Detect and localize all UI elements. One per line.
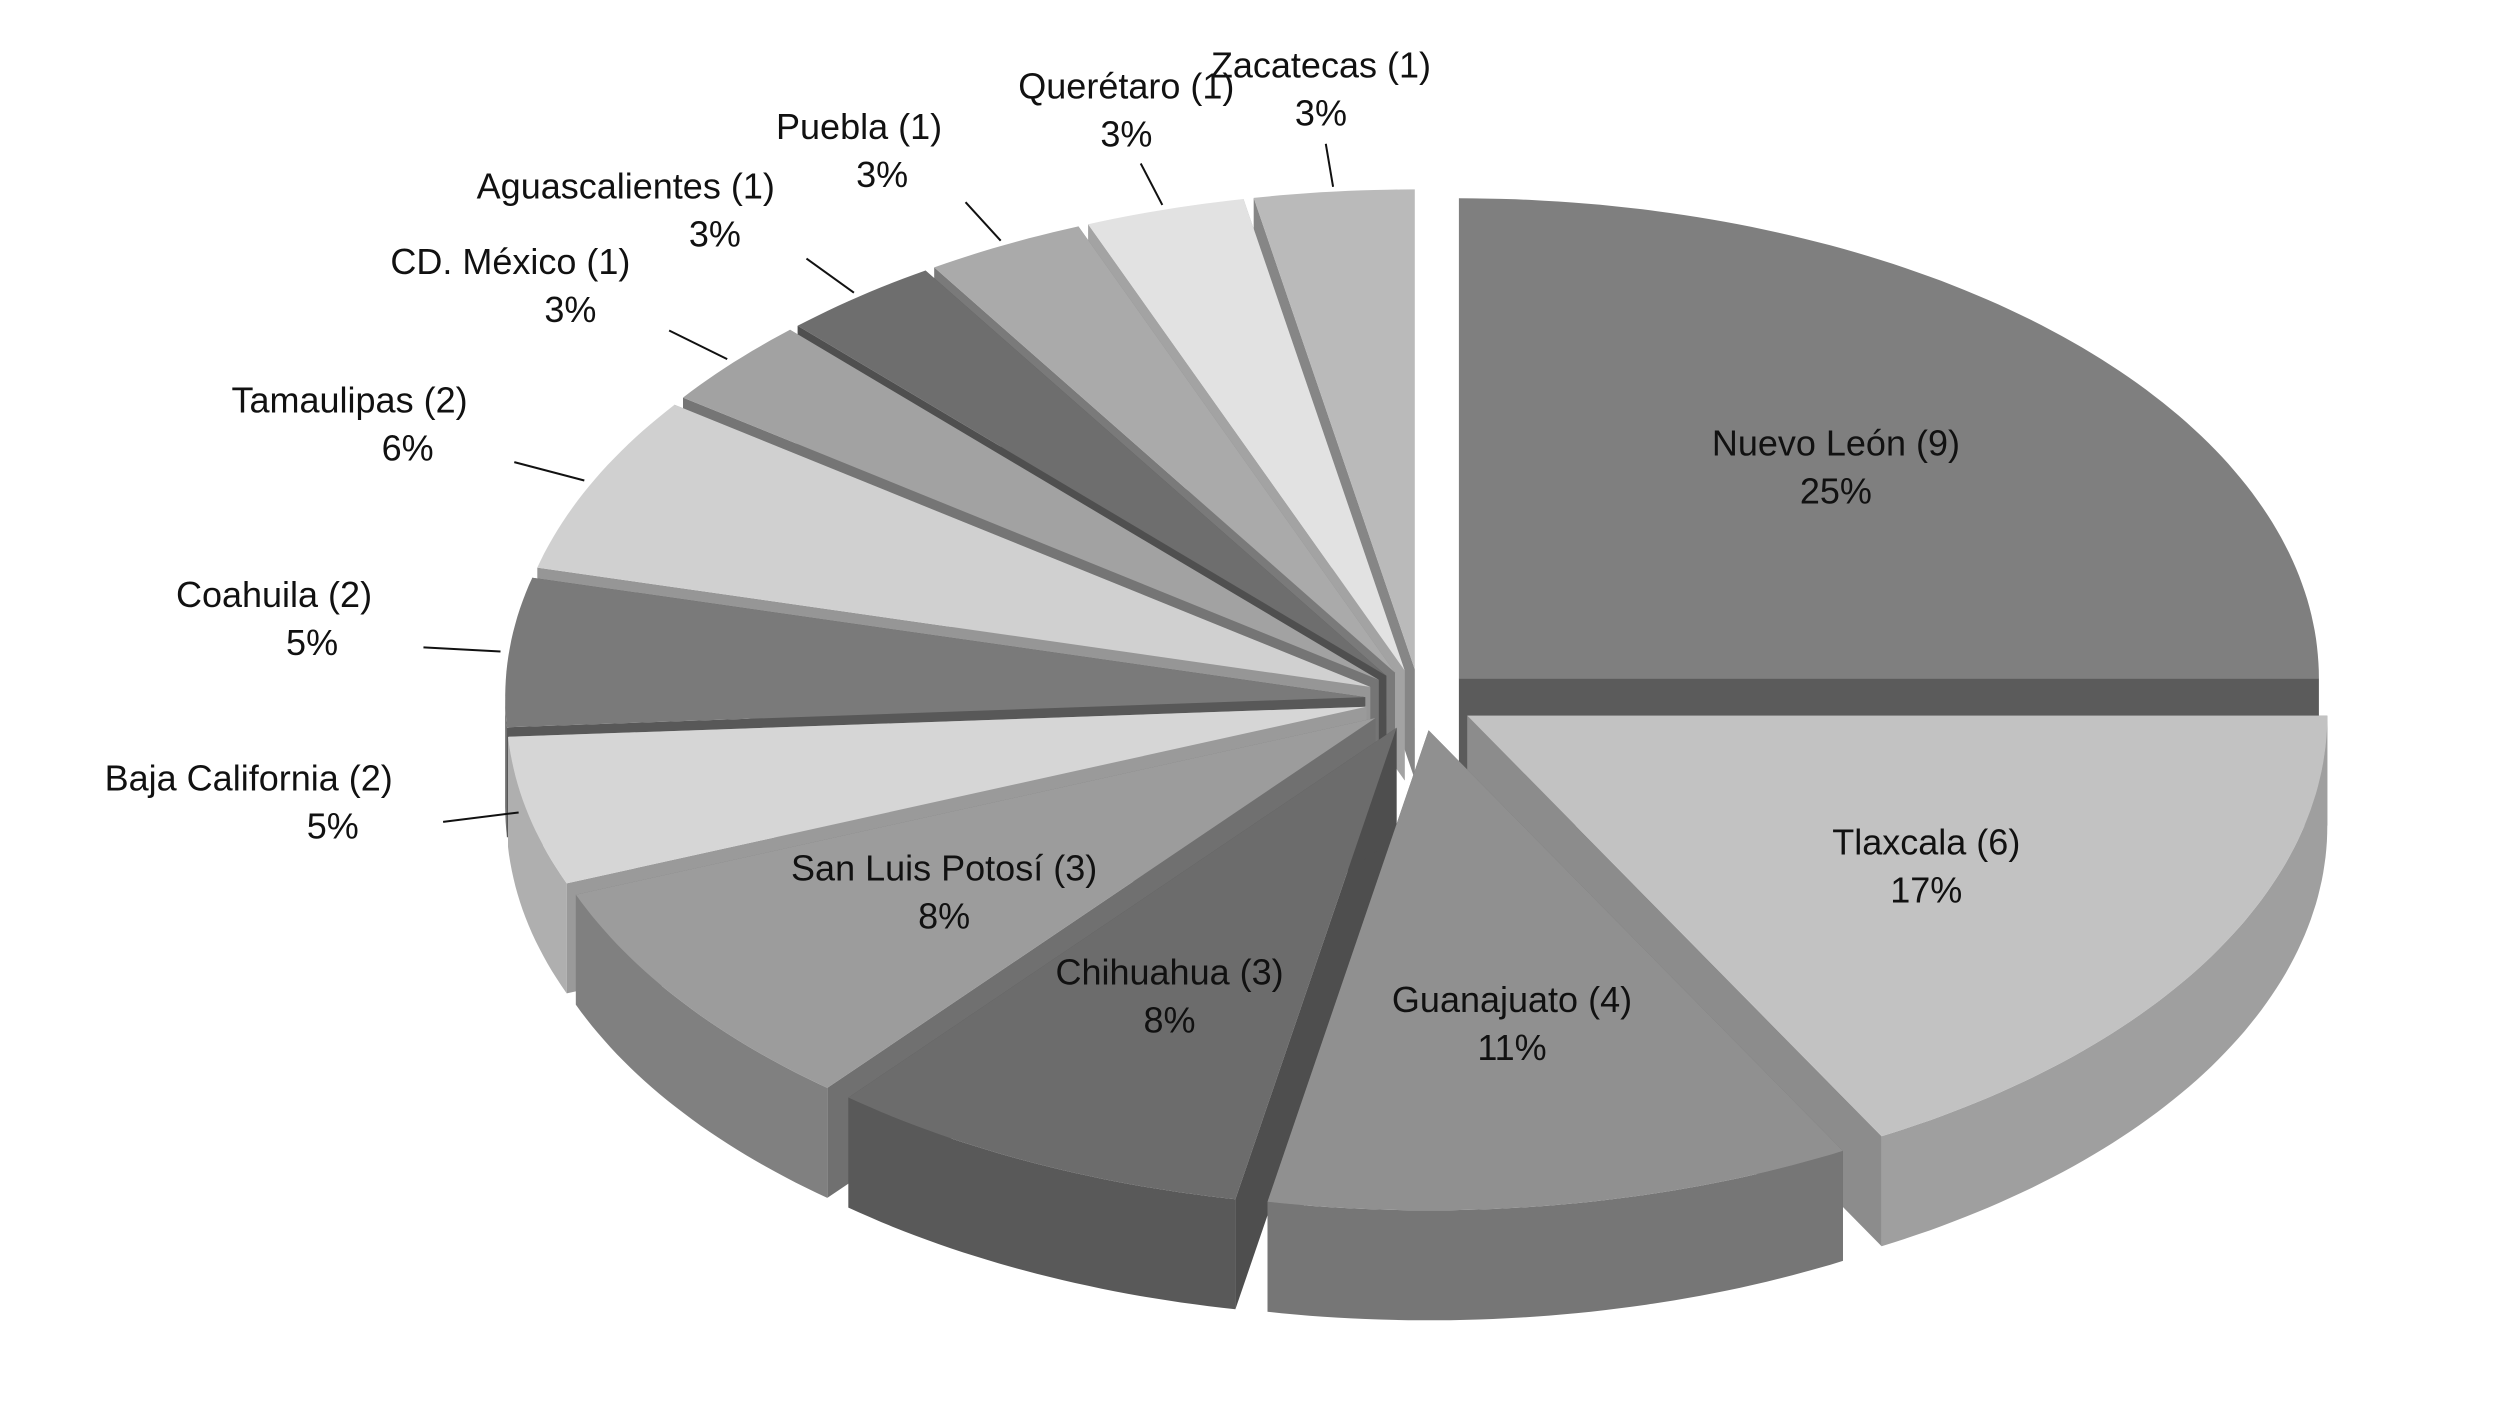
slice-label: Zacatecas (1) <box>1211 45 1431 86</box>
slice-label: Tlaxcala (6) <box>1832 822 2020 863</box>
leader-line <box>423 646 501 653</box>
slice-label: Nuevo León (9) <box>1712 422 1960 463</box>
slice <box>575 718 1376 1088</box>
slice-label: Coahuila (2) <box>176 574 372 615</box>
slice-value-label: 8% <box>918 895 970 936</box>
slice-value-label: 8% <box>1144 1000 1196 1041</box>
slice-label: Chihuahua (3) <box>1055 952 1283 993</box>
slice-side <box>848 1097 1236 1310</box>
slice-wall <box>1235 727 1397 1310</box>
slice <box>1467 715 2328 1137</box>
leader-line <box>1324 143 1335 187</box>
leader-line <box>1139 163 1164 206</box>
slice-side <box>505 697 507 838</box>
slice-side <box>575 894 828 1198</box>
slice-value-label: 3% <box>1295 93 1347 134</box>
slice-label: Querétaro (1) <box>1018 65 1234 106</box>
slice-label: Baja California (2) <box>105 758 393 799</box>
slice <box>1458 198 2319 679</box>
leader-line <box>514 461 585 482</box>
slice <box>505 577 1366 728</box>
slice-value-label: 3% <box>1100 113 1152 154</box>
slice-value-label: 17% <box>1890 870 1962 911</box>
slice-value-label: 5% <box>286 622 338 663</box>
slice-value-label: 5% <box>307 806 359 847</box>
slice-label: CD. México (1) <box>390 241 630 282</box>
slice <box>537 404 1371 687</box>
slice <box>848 727 1397 1200</box>
leader-line <box>805 257 855 294</box>
slice-value-label: 25% <box>1800 470 1872 511</box>
slice <box>1088 199 1405 671</box>
slice-value-label: 6% <box>382 427 434 468</box>
slice-side <box>1881 715 2328 1247</box>
slice-side <box>508 736 567 994</box>
leader-line <box>442 811 519 823</box>
slice-value-label: 11% <box>1477 1027 1546 1068</box>
slice <box>683 329 1379 680</box>
slice <box>1267 730 1843 1211</box>
slice-label: Guanajuato (4) <box>1392 979 1632 1020</box>
slice <box>797 270 1387 676</box>
slice-value-label: 3% <box>544 289 596 330</box>
slice-label: Puebla (1) <box>776 106 942 147</box>
slice <box>934 226 1395 673</box>
slice-value-label: 3% <box>689 213 741 254</box>
leader-line <box>668 329 728 360</box>
slice-side <box>1267 1150 1843 1321</box>
leader-line <box>964 201 1002 242</box>
slice <box>1253 189 1415 670</box>
slice-label: Tamaulipas (2) <box>231 379 467 420</box>
slice-value-label: 3% <box>856 154 908 195</box>
slice <box>508 706 1367 884</box>
slice-label: San Luis Potosí (3) <box>791 847 1097 888</box>
slice-label: Aguascalientes (1) <box>477 165 775 206</box>
